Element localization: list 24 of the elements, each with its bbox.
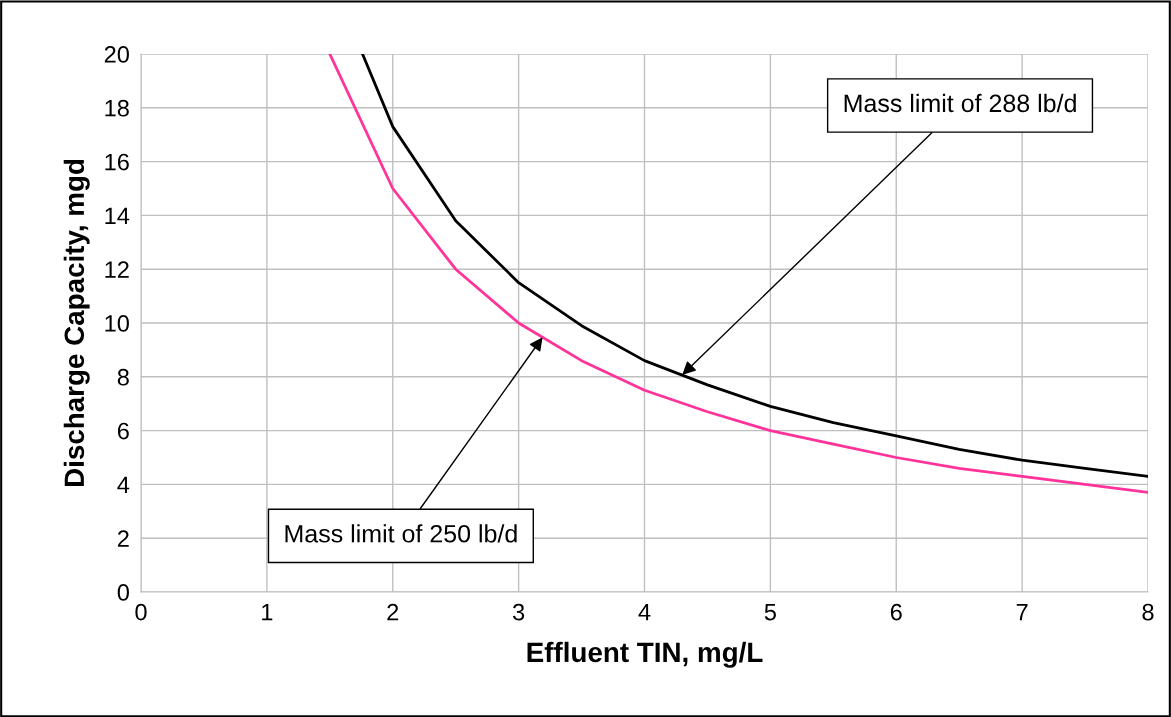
annotation: Mass limit of 250 lb/d: [285, 524, 517, 543]
x-tick-label: 1: [262, 603, 273, 621]
y-tick-label: 14: [105, 207, 130, 224]
x-tick-label: 6: [890, 603, 902, 621]
y-tick-label: 10: [105, 315, 129, 332]
x-tick-label: 4: [638, 603, 651, 621]
y-tick-label: 18: [105, 99, 129, 117]
y-tick-label: 2: [117, 530, 129, 547]
y-tick-label: 8: [117, 368, 129, 386]
y-tick-label: 16: [105, 153, 129, 171]
x-tick-label: 0: [135, 603, 147, 621]
y-tick-label: 4: [117, 476, 130, 493]
y-tick-label: 6: [117, 422, 129, 440]
x-tick-label: 8: [1142, 603, 1154, 621]
x-tick-label: 2: [387, 603, 399, 621]
y-tick-label: 20: [104, 46, 129, 63]
y-axis-title: Discharge Capacity, mgd: [63, 159, 90, 487]
x-axis-title: Effluent TIN, mg/L: [527, 641, 763, 668]
annotation: Mass limit of 288 lb/d: [844, 93, 1076, 113]
x-tick-label: 5: [764, 603, 776, 621]
y-tick-label: 0: [117, 584, 129, 601]
x-tick-label: 7: [1016, 603, 1028, 621]
y-tick-label: 12: [105, 261, 129, 278]
x-tick-label: 3: [512, 603, 525, 621]
